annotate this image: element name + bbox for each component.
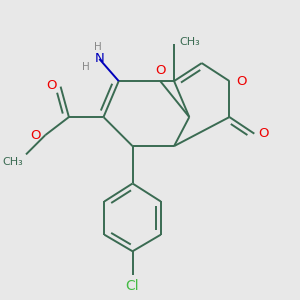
Text: H: H (82, 62, 89, 72)
Text: O: O (46, 79, 56, 92)
Text: CH₃: CH₃ (180, 37, 200, 47)
Text: O: O (155, 64, 166, 77)
Text: CH₃: CH₃ (2, 157, 23, 167)
Text: O: O (31, 128, 41, 142)
Text: H: H (94, 42, 102, 52)
Text: N: N (94, 52, 104, 65)
Text: Cl: Cl (126, 279, 140, 293)
Text: O: O (259, 127, 269, 140)
Text: O: O (236, 75, 247, 88)
